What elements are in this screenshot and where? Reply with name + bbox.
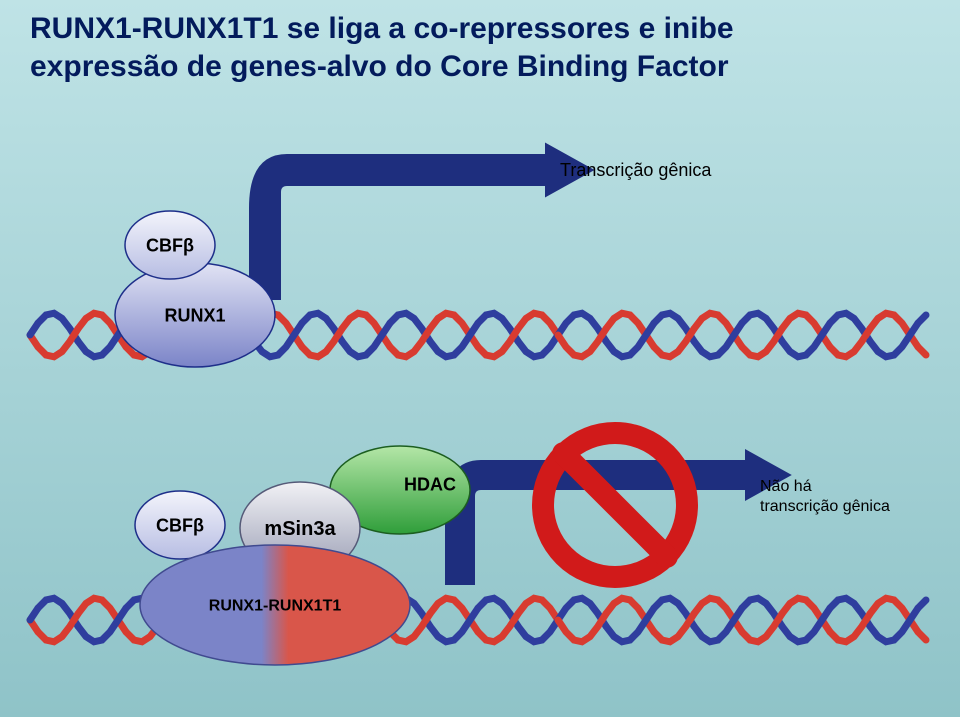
svg-text:CBFβ: CBFβ xyxy=(146,235,194,255)
cbf-beta-protein-bottom: CBFβ xyxy=(135,491,225,559)
svg-text:mSin3a: mSin3a xyxy=(264,518,336,540)
svg-text:HDAC: HDAC xyxy=(404,474,456,494)
svg-text:RUNX1: RUNX1 xyxy=(164,305,225,325)
artwork-layer: RUNX1 CBFβ HDAC mSin3a CBFβ RUNX1-RUNX1T… xyxy=(0,0,960,717)
cbf-beta-protein-top: CBFβ xyxy=(125,211,215,279)
transcription-label: Transcrição gênica xyxy=(560,160,711,181)
runx1-protein: RUNX1 xyxy=(115,263,275,367)
no-transcription-label-line-1: Não há xyxy=(760,478,812,496)
prohibition-icon xyxy=(543,433,687,577)
transcription-arrow xyxy=(249,143,595,301)
svg-text:RUNX1-RUNX1T1: RUNX1-RUNX1T1 xyxy=(209,598,342,615)
no-transcription-label-line-2: transcrição gênica xyxy=(760,498,890,516)
diagram-stage: RUNX1-RUNX1T1 se liga a co-repressores e… xyxy=(0,0,960,717)
runx1-runx1t1-fusion-protein: RUNX1-RUNX1T1 xyxy=(140,545,410,665)
svg-text:CBFβ: CBFβ xyxy=(156,515,204,535)
